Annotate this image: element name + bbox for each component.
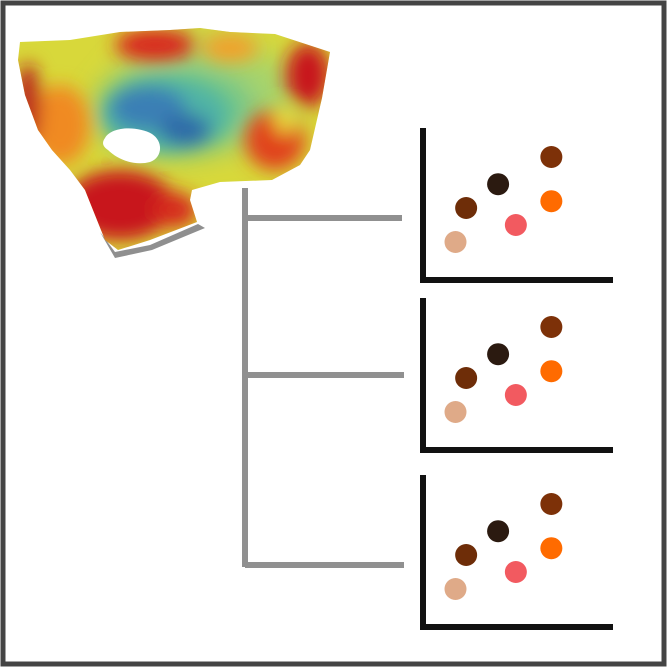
heat-yellow-right (275, 106, 295, 134)
scatter-point (504, 214, 527, 236)
connector-tree (242, 188, 404, 568)
scatter-plots (420, 128, 613, 630)
heat-red-right (286, 43, 330, 107)
scatter-point (487, 520, 510, 543)
heatmap-hole (103, 128, 161, 164)
heat-red-top (115, 29, 195, 61)
heat-blue-zone-2 (159, 114, 211, 146)
heatmap-shadow (100, 224, 205, 258)
scatter-point (504, 384, 527, 406)
scatter-plot-2 (420, 298, 613, 453)
heat-orange-top (202, 34, 258, 62)
scatter-point (540, 493, 563, 515)
scatter-point (487, 173, 510, 196)
scatter-point (455, 544, 478, 566)
heat-red-right-lower (245, 110, 305, 170)
heatmap-surface (18, 28, 330, 258)
scatter-point (487, 343, 510, 366)
scatter-point (540, 316, 563, 338)
scatter-point (504, 561, 527, 583)
scatter-point (455, 197, 478, 219)
scatter-point (444, 401, 467, 423)
scatter-point (540, 537, 563, 560)
scatter-point (540, 146, 563, 168)
scatter-plot-1 (420, 128, 613, 283)
scatter-point (540, 190, 563, 213)
scatter-point (540, 360, 563, 383)
scatter-point (455, 367, 478, 389)
scatter-point (444, 231, 467, 253)
scatter-point (444, 578, 467, 600)
heat-red-left-edge (18, 63, 40, 147)
scatter-plot-3 (420, 475, 613, 630)
heat-red-bottom-mid (153, 192, 197, 228)
